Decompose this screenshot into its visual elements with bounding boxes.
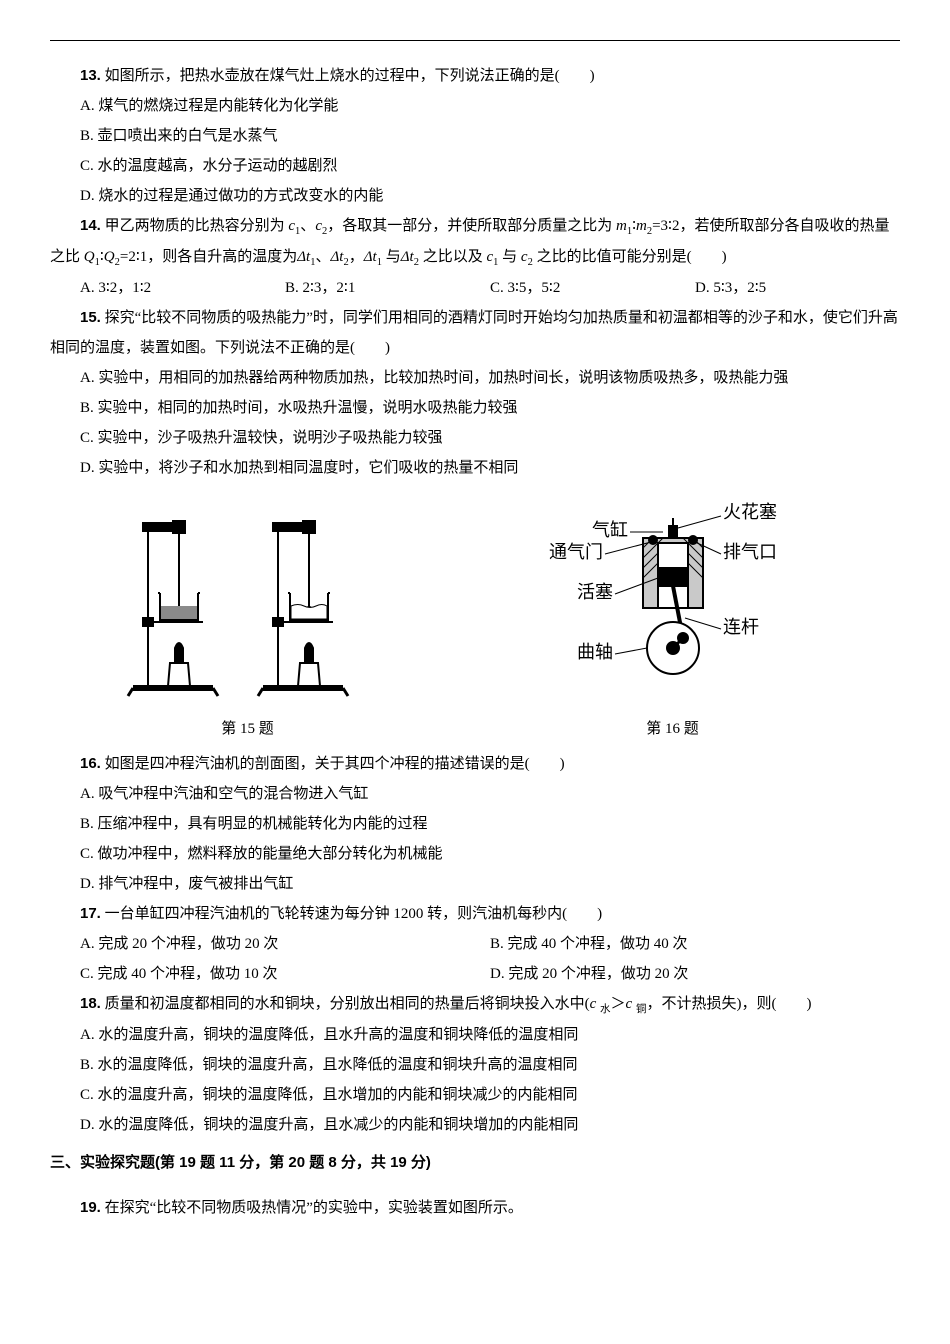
q18-optC: C. 水的温度升高，铜块的温度降低，且水增加的内能和铜块减少的内能相同 xyxy=(50,1080,900,1110)
q19-stem: 19. 在探究“比较不同物质吸热情况”的实验中，实验装置如图所示。 xyxy=(50,1193,900,1223)
label-intake: 通气门 xyxy=(549,542,603,562)
q13-stem: 13. 如图所示，把热水壶放在煤气灶上烧水的过程中，下列说法正确的是( ) xyxy=(50,61,900,91)
q18-num: 18. xyxy=(80,995,101,1012)
label-sparkplug: 火花塞 xyxy=(723,502,777,522)
q13-num: 13. xyxy=(80,67,101,84)
q14-stem: 14. 甲乙两物质的比热容分别为 c1、c2，各取其一部分，并使所取部分质量之比… xyxy=(50,211,900,273)
fig16-box: 火花塞 气缸 通气门 排气口 活塞 连杆 曲轴 第 16 题 xyxy=(513,498,833,744)
q15-stem-text: 探究“比较不同物质的吸热能力”时，同学们用相同的酒精灯同时开始均匀加热质量和初温… xyxy=(50,310,898,356)
q17-optC: C. 完成 40 个冲程，做功 10 次 xyxy=(80,959,490,989)
q16-optA: A. 吸气冲程中汽油和空气的混合物进入气缸 xyxy=(50,779,900,809)
q14-optB: B. 2∶3，2∶1 xyxy=(285,273,490,303)
q16-optB: B. 压缩冲程中，具有明显的机械能转化为内能的过程 xyxy=(50,809,900,839)
q15-optB: B. 实验中，相同的加热时间，水吸热升温慢，说明水吸热能力较强 xyxy=(50,393,900,423)
q16-num: 16. xyxy=(80,755,101,772)
q14-num: 14. xyxy=(80,217,101,234)
q17-row2: C. 完成 40 个冲程，做功 10 次 D. 完成 20 个冲程，做功 20 … xyxy=(50,959,900,989)
section3-head: 三、实验探究题(第 19 题 11 分，第 20 题 8 分，共 19 分) xyxy=(50,1148,900,1178)
q17-optA: A. 完成 20 个冲程，做功 20 次 xyxy=(80,929,490,959)
fig15-box: 第 15 题 xyxy=(118,498,378,744)
q14-optD: D. 5∶3，2∶5 xyxy=(695,273,900,303)
q16-optD: D. 排气冲程中，废气被排出气缸 xyxy=(50,869,900,899)
q14-a: 甲乙两物质的比热容分别为 xyxy=(105,218,285,234)
q14-b: ，各取其一部分，并使所取部分质量之比为 xyxy=(327,218,612,234)
q18-optA: A. 水的温度升高，铜块的温度降低，且水升高的温度和铜块降低的温度相同 xyxy=(50,1020,900,1050)
q14-options: A. 3∶2，1∶2 B. 2∶3，2∶1 C. 3∶5，5∶2 D. 5∶3，… xyxy=(50,273,900,303)
q17-stem-text: 一台单缸四冲程汽油机的飞轮转速为每分钟 1200 转，则汽油机每秒内( ) xyxy=(105,906,603,922)
q13-stem-text: 如图所示，把热水壶放在煤气灶上烧水的过程中，下列说法正确的是( ) xyxy=(105,68,595,84)
q13-optB: B. 壶口喷出来的白气是水蒸气 xyxy=(50,121,900,151)
q14-optA: A. 3∶2，1∶2 xyxy=(80,273,285,303)
label-piston: 活塞 xyxy=(577,582,613,602)
fig16-svg: 火花塞 气缸 通气门 排气口 活塞 连杆 曲轴 xyxy=(513,498,833,698)
label-rod: 连杆 xyxy=(723,617,759,637)
q13-optD: D. 烧水的过程是通过做功的方式改变水的内能 xyxy=(50,181,900,211)
label-cylinder: 气缸 xyxy=(592,519,628,540)
q17-optB: B. 完成 40 个冲程，做功 40 次 xyxy=(490,929,900,959)
q16-optC: C. 做功冲程中，燃料释放的能量绝大部分转化为机械能 xyxy=(50,839,900,869)
q15-num: 15. xyxy=(80,309,101,326)
q14-h: 之比的比值可能分别是( ) xyxy=(537,249,727,265)
figures-row: 第 15 题 xyxy=(50,498,900,744)
q18-optD: D. 水的温度降低，铜块的温度升高，且水减少的内能和铜块增加的内能相同 xyxy=(50,1110,900,1140)
q17-optD: D. 完成 20 个冲程，做功 20 次 xyxy=(490,959,900,989)
q13-optA: A. 煤气的燃烧过程是内能转化为化学能 xyxy=(50,91,900,121)
q15-optD: D. 实验中，将沙子和水加热到相同温度时，它们吸收的热量不相同 xyxy=(50,453,900,483)
q19-num: 19. xyxy=(80,1199,101,1216)
q15-optA: A. 实验中，用相同的加热器给两种物质加热，比较加热时间，加热时间长，说明该物质… xyxy=(50,363,900,393)
q19-stem-text: 在探究“比较不同物质吸热情况”的实验中，实验装置如图所示。 xyxy=(105,1200,523,1216)
fig15-svg xyxy=(118,498,378,698)
q14-g: 与 xyxy=(502,249,517,265)
fig15-caption: 第 15 题 xyxy=(118,714,378,744)
q16-stem-text: 如图是四冲程汽油机的剖面图，关于其四个冲程的描述错误的是( ) xyxy=(105,756,565,772)
q13-optC: C. 水的温度越高，水分子运动的越剧烈 xyxy=(50,151,900,181)
page-top-rule xyxy=(50,40,900,41)
q18-optB: B. 水的温度降低，铜块的温度升高，且水降低的温度和铜块升高的温度相同 xyxy=(50,1050,900,1080)
label-crank: 曲轴 xyxy=(577,642,613,662)
q17-num: 17. xyxy=(80,905,101,922)
q14-e: 与 xyxy=(386,249,401,265)
q15-optC: C. 实验中，沙子吸热升温较快，说明沙子吸热能力较强 xyxy=(50,423,900,453)
fig16-caption: 第 16 题 xyxy=(513,714,833,744)
q17-row1: A. 完成 20 个冲程，做功 20 次 B. 完成 40 个冲程，做功 40 … xyxy=(50,929,900,959)
q18-b: ，不计热损失)，则( ) xyxy=(646,996,811,1012)
label-exhaust: 排气口 xyxy=(723,542,777,562)
q18-a: 质量和初温度都相同的水和铜块，分别放出相同的热量后将铜块投入水中( xyxy=(105,996,590,1012)
q18-stem: 18. 质量和初温度都相同的水和铜块，分别放出相同的热量后将铜块投入水中(c 水… xyxy=(50,989,900,1020)
q17-stem: 17. 一台单缸四冲程汽油机的飞轮转速为每分钟 1200 转，则汽油机每秒内( … xyxy=(50,899,900,929)
q14-optC: C. 3∶5，5∶2 xyxy=(490,273,695,303)
q14-f: 之比以及 xyxy=(423,249,483,265)
q15-stem: 15. 探究“比较不同物质的吸热能力”时，同学们用相同的酒精灯同时开始均匀加热质… xyxy=(50,303,900,363)
q14-d: =2∶1，则各自升高的温度为 xyxy=(120,249,297,265)
q16-stem: 16. 如图是四冲程汽油机的剖面图，关于其四个冲程的描述错误的是( ) xyxy=(50,749,900,779)
